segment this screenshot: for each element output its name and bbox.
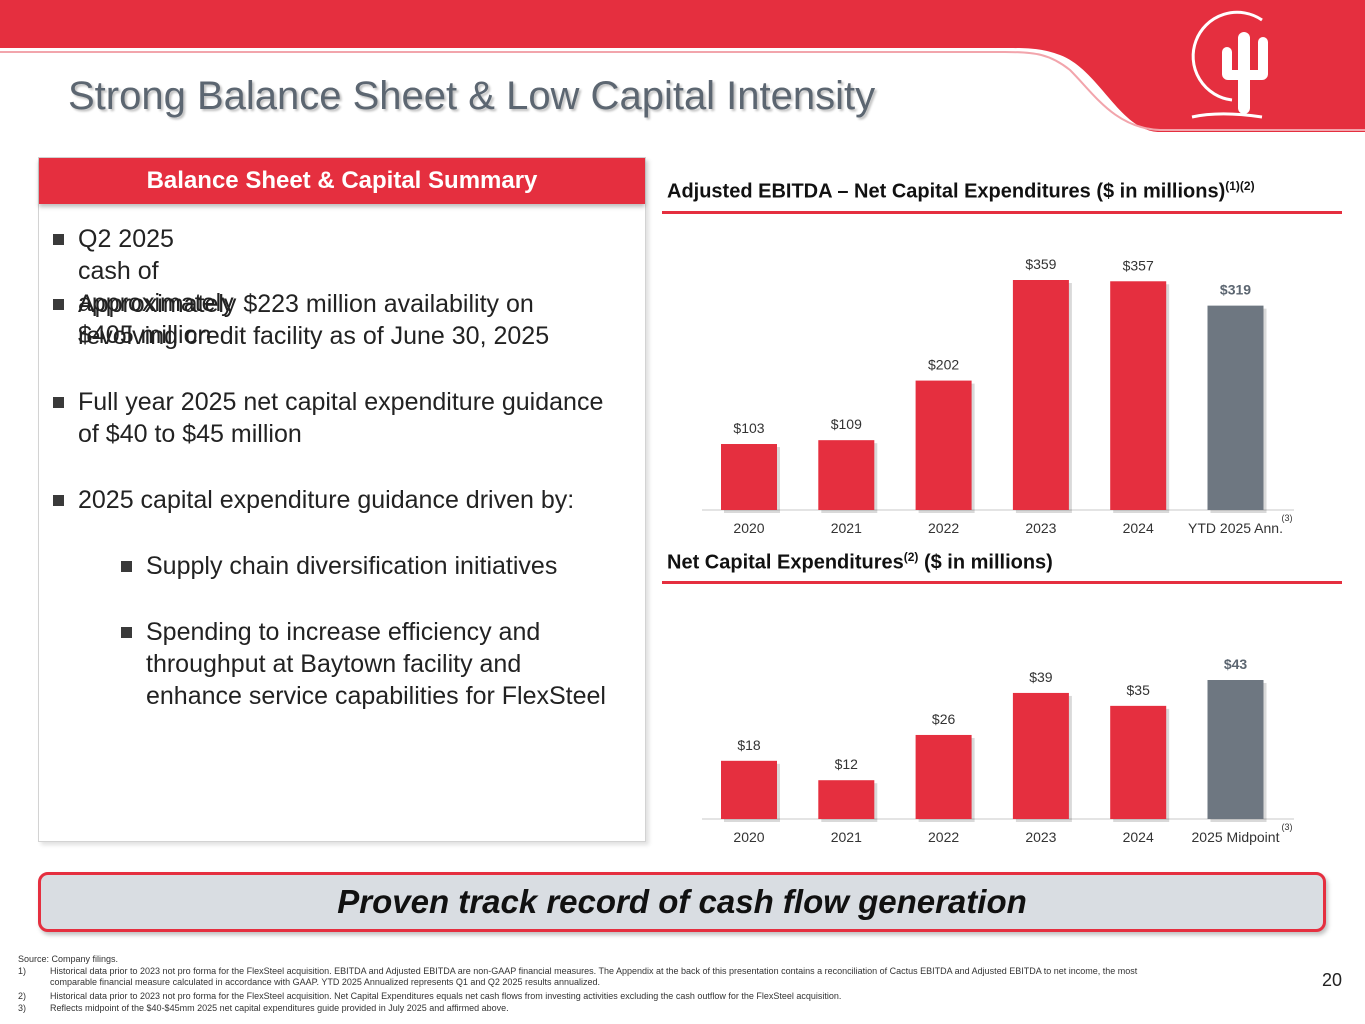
data-label: $359 xyxy=(1025,256,1056,272)
bullet-square-icon xyxy=(53,397,64,408)
tick-label: 2021 xyxy=(831,520,862,536)
cactus-icon xyxy=(1222,32,1268,114)
bar-2022 xyxy=(915,380,972,510)
bullet-text: Full year 2025 net capital expenditure g… xyxy=(78,388,604,416)
capex-title-rule xyxy=(662,581,1342,584)
bar-ytd-2025-ann- xyxy=(1207,305,1264,510)
data-label: $202 xyxy=(928,357,959,373)
bullet-text: Approximately $223 million availability … xyxy=(78,290,534,318)
tick-label: 2022 xyxy=(928,520,959,536)
data-label: $35 xyxy=(1127,682,1151,698)
tick-label: 2024 xyxy=(1123,829,1154,845)
bullet-square-icon xyxy=(121,627,132,638)
capex-chart-title: Net Capital Expenditures(2) ($ in millio… xyxy=(667,550,1053,574)
data-label: $43 xyxy=(1224,656,1248,672)
bullet-square-icon xyxy=(121,561,132,572)
ebitda-bar-chart: $103 2020 $109 2021 $202 2022 $359 2023 $357 2024… xyxy=(702,256,1294,536)
footnote-ref: (3) xyxy=(1282,822,1293,832)
bar-2021 xyxy=(818,780,875,819)
balance-sheet-panel: Balance Sheet & Capital Summary Q2 2025 … xyxy=(38,157,646,842)
bar-2024 xyxy=(1110,281,1167,510)
tick-label: 2023 xyxy=(1025,520,1056,536)
footnote-1: 1) Historical data prior to 2023 not pro… xyxy=(18,966,1138,987)
bullet-text: Supply chain diversification initiatives xyxy=(146,552,558,580)
bar-2023 xyxy=(1012,692,1069,819)
bullet-text: Q2 2025 cash of approximately $405 milli… xyxy=(78,225,234,349)
bar-2020 xyxy=(721,760,777,819)
data-label: $103 xyxy=(733,420,764,436)
bullet-square-icon xyxy=(53,234,64,245)
takeaway-banner: Proven track record of cash flow generat… xyxy=(38,872,1326,932)
bullet-text: revolving credit facility as of June 30,… xyxy=(78,322,550,350)
panel-header: Balance Sheet & Capital Summary xyxy=(39,158,645,204)
cactus-logo-icon xyxy=(1191,10,1263,119)
tick-label: YTD 2025 Ann. xyxy=(1188,520,1283,536)
footnote-ref: (3) xyxy=(1282,513,1293,523)
page-title: Strong Balance Sheet & Low Capital Inten… xyxy=(68,74,876,118)
ebitda-chart-title: Adjusted EBITDA – Net Capital Expenditur… xyxy=(667,179,1255,203)
ebitda-title-rule xyxy=(662,211,1342,214)
tick-label: 2023 xyxy=(1025,829,1056,845)
bullet-text: 2025 capital expenditure guidance driven… xyxy=(78,486,575,514)
tick-label: 2020 xyxy=(733,829,764,845)
data-label: $319 xyxy=(1220,282,1251,298)
capex-bar-chart: $18 2020 $12 2021 $26 2022 $39 2023 $35 2024 $43 20… xyxy=(702,656,1294,845)
header-band xyxy=(0,0,1365,132)
page-number: 20 xyxy=(1322,970,1343,990)
bar-2025-midpoint xyxy=(1207,680,1264,819)
tick-label: 2024 xyxy=(1123,520,1154,536)
source-note: Source: Company filings. xyxy=(18,954,119,964)
data-label: $357 xyxy=(1123,257,1154,273)
tick-label: 2022 xyxy=(928,829,959,845)
tick-label: 2021 xyxy=(831,829,862,845)
bullet-text: throughput at Baytown facility and xyxy=(146,650,522,678)
data-label: $26 xyxy=(932,711,956,727)
bar-2020 xyxy=(721,444,777,510)
bullet-square-icon xyxy=(53,299,64,310)
data-label: $18 xyxy=(737,737,761,753)
bar-2021 xyxy=(818,440,875,510)
data-label: $39 xyxy=(1029,669,1053,685)
bullet-text: Spending to increase efficiency and xyxy=(146,618,541,646)
bar-2024 xyxy=(1110,705,1167,819)
bullet-text: of $40 to $45 million xyxy=(78,420,302,448)
bullet-square-icon xyxy=(53,495,64,506)
bullet-text: enhance service capabilities for FlexSte… xyxy=(146,682,606,710)
data-label: $12 xyxy=(835,756,859,772)
bar-2023 xyxy=(1012,280,1069,510)
data-label: $109 xyxy=(831,416,862,432)
tick-label: 2020 xyxy=(733,520,764,536)
bar-2022 xyxy=(915,734,972,819)
tick-label: 2025 Midpoint xyxy=(1192,829,1280,845)
